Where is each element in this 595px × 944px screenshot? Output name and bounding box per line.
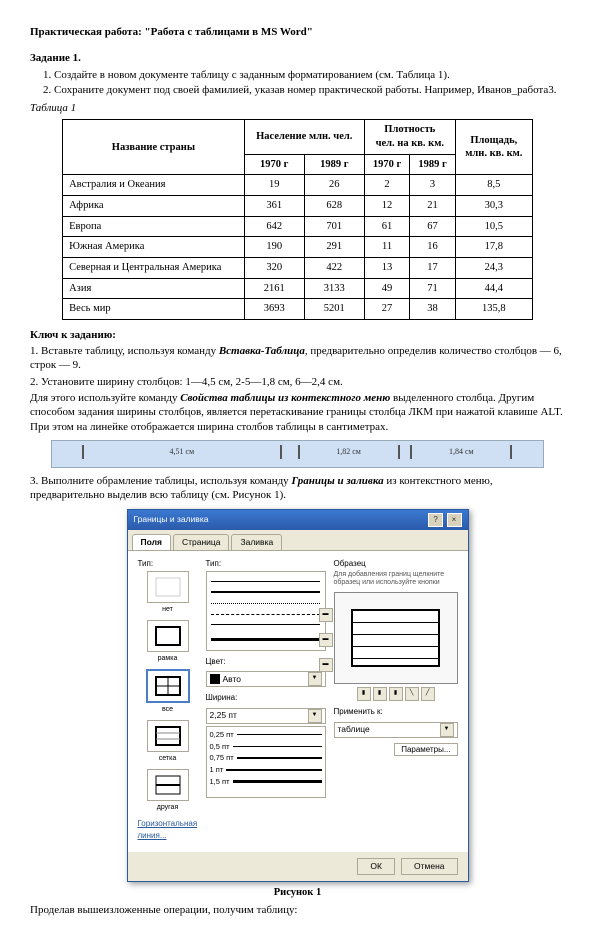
opt-other-label: другая: [138, 803, 198, 812]
key-p4: 3. Выполните обрамление таблицы, использ…: [30, 474, 565, 503]
task1-steps: Создайте в новом документе таблицу с зад…: [54, 68, 565, 98]
table-row: Южная Америка190291111617,8: [63, 237, 533, 258]
apply-dropdown[interactable]: таблице ▼: [334, 722, 458, 738]
th-area: Площадь, млн. кв. км.: [455, 120, 532, 175]
ruler-m1: 4,51 см: [168, 447, 197, 457]
chevron-down-icon: ▼: [308, 672, 322, 686]
chevron-down-icon: ▼: [308, 709, 322, 723]
figure-label: Рисунок 1: [30, 886, 565, 900]
opt-all-label: все: [138, 705, 198, 714]
border-right-btn[interactable]: ▮: [389, 687, 403, 701]
preview-box: ▬ ▬ ▬: [334, 592, 458, 684]
table-row: Австралия и Океания1926238,5: [63, 175, 533, 196]
line-style-list[interactable]: [206, 571, 326, 651]
opt-grid-label: сетка: [138, 754, 198, 763]
opt-box[interactable]: [147, 620, 189, 652]
ruler-m2: 1,82 см: [334, 447, 363, 457]
opt-none[interactable]: [147, 571, 189, 603]
ruler-m3: 1,84 см: [447, 447, 476, 457]
key-p3b: Свойства таблицы из контекстного меню: [180, 392, 390, 404]
width-item[interactable]: 0,25 пт: [210, 730, 322, 740]
borders-dialog: Границы и заливка ? × Поля Страница Зали…: [127, 509, 469, 883]
dialog-tabs: Поля Страница Заливка: [128, 530, 468, 551]
hline-link[interactable]: Горизонтальная линия...: [138, 819, 198, 839]
help-icon[interactable]: ?: [428, 513, 443, 527]
table-row: Весь мир369352012738135,8: [63, 299, 533, 320]
width-item[interactable]: 0,5 пт: [210, 742, 322, 752]
page-title: Практическая работа: "Работа с таблицами…: [30, 25, 565, 39]
style-label: Тип:: [206, 559, 326, 569]
width-item[interactable]: 1 пт: [210, 765, 322, 775]
key-p3a: Для этого используйте команду: [30, 392, 180, 404]
final-text: Проделав вышеизложенные операции, получи…: [30, 903, 565, 917]
tab-page[interactable]: Страница: [173, 534, 230, 550]
p4a: 3. Выполните обрамление таблицы, использ…: [30, 475, 291, 487]
ruler-image: 4,51 см 1,82 см 1,84 см: [51, 440, 543, 468]
table1-label: Таблица 1: [30, 101, 565, 115]
key-p1b: Вставка-Таблица: [219, 345, 305, 357]
cancel-button[interactable]: Отмена: [401, 858, 458, 875]
task1-step1: Создайте в новом документе таблицу с зад…: [54, 68, 565, 82]
opt-other[interactable]: [147, 769, 189, 801]
th-y1b: 1970 г: [364, 154, 410, 175]
style-column: Тип: Цвет: Авто ▼ Ширина: 2,25 пт: [206, 559, 326, 842]
data-table: Название страны Население млн. чел. Плот…: [62, 119, 533, 319]
color-value: Авто: [223, 674, 242, 685]
p4b: Границы и заливка: [291, 475, 383, 487]
table-row: Африка361628122130,3: [63, 196, 533, 217]
close-icon[interactable]: ×: [447, 513, 462, 527]
key-p3: Для этого используйте команду Свойства т…: [30, 391, 565, 434]
opt-all[interactable]: [146, 669, 190, 703]
border-bot-btn[interactable]: ▬: [319, 658, 333, 672]
ok-button[interactable]: ОК: [357, 858, 395, 875]
border-top-btn[interactable]: ▬: [319, 608, 333, 622]
opt-none-label: нет: [138, 605, 198, 614]
border-diag2-btn[interactable]: ╱: [421, 687, 435, 701]
opt-box-label: рамка: [138, 654, 198, 663]
type-label: Тип:: [138, 559, 198, 569]
th-pop: Население млн. чел.: [244, 120, 364, 154]
width-value: 2,25 пт: [210, 710, 237, 721]
border-vmid-btn[interactable]: ▮: [373, 687, 387, 701]
border-mid-btn[interactable]: ▬: [319, 633, 333, 647]
key-p1: 1. Вставьте таблицу, используя команду В…: [30, 344, 565, 373]
preview-column: Образец Для добавления границ щелкните о…: [334, 559, 458, 842]
width-item[interactable]: 0,75 пт: [210, 753, 322, 763]
width-label: Ширина:: [206, 693, 326, 703]
task1-step2: Сохраните документ под своей фамилией, у…: [54, 83, 565, 97]
th-density: Плотность чел. на кв. км.: [364, 120, 455, 154]
width-dropdown[interactable]: 2,25 пт ▼: [206, 708, 326, 724]
color-dropdown[interactable]: Авто ▼: [206, 671, 326, 687]
key-p2: 2. Установите ширину столбцов: 1—4,5 см,…: [30, 375, 565, 389]
tab-borders[interactable]: Поля: [132, 534, 171, 550]
type-column: Тип: нет рамка все сетка другая Горизонт…: [138, 559, 198, 842]
apply-label: Применить к:: [334, 707, 458, 717]
dialog-titlebar: Границы и заливка ? ×: [128, 510, 468, 530]
th-country: Название страны: [63, 120, 245, 175]
width-list[interactable]: 0,25 пт 0,5 пт0,75 пт 1 пт 1,5 пт: [206, 726, 326, 798]
chevron-down-icon: ▼: [440, 723, 454, 737]
th-y2a: 1989 г: [304, 154, 364, 175]
tab-shading[interactable]: Заливка: [231, 534, 282, 550]
task1-heading: Задание 1.: [30, 51, 565, 65]
border-left-btn[interactable]: ▮: [357, 687, 371, 701]
color-label: Цвет:: [206, 657, 326, 667]
table-row: Северная и Центральная Америка3204221317…: [63, 257, 533, 278]
preview-hint: Для добавления границ щелкните образец и…: [334, 571, 458, 586]
dialog-title-text: Границы и заливка: [134, 514, 209, 525]
border-diag1-btn[interactable]: ╲: [405, 687, 419, 701]
table-row: Европа642701616710,5: [63, 216, 533, 237]
key-heading: Ключ к заданию:: [30, 328, 565, 342]
key-p1a: 1. Вставьте таблицу, используя команду: [30, 345, 219, 357]
preview-label: Образец: [334, 559, 458, 569]
apply-value: таблице: [338, 724, 370, 735]
th-y2b: 1989 г: [410, 154, 456, 175]
table-row: Азия21613133497144,4: [63, 278, 533, 299]
th-y1a: 1970 г: [244, 154, 304, 175]
width-item[interactable]: 1,5 пт: [210, 777, 322, 787]
opt-grid[interactable]: [147, 720, 189, 752]
params-button[interactable]: Параметры...: [394, 743, 457, 756]
